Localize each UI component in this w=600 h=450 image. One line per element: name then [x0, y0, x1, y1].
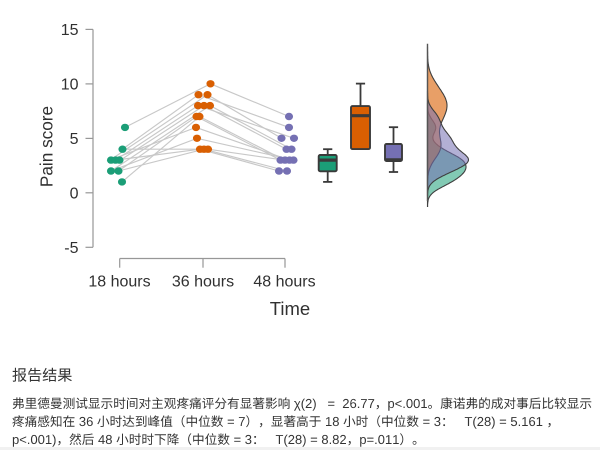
svg-text:48 hours: 48 hours: [253, 273, 315, 290]
svg-text:Time: Time: [270, 298, 310, 319]
svg-text:0: 0: [70, 186, 79, 203]
svg-text:5: 5: [70, 131, 79, 148]
svg-text:Pain score: Pain score: [37, 106, 57, 187]
svg-text:15: 15: [61, 22, 79, 39]
svg-text:-5: -5: [64, 240, 78, 257]
svg-text:18 hours: 18 hours: [88, 273, 150, 290]
svg-text:36 hours: 36 hours: [172, 273, 234, 290]
svg-text:10: 10: [61, 77, 79, 94]
